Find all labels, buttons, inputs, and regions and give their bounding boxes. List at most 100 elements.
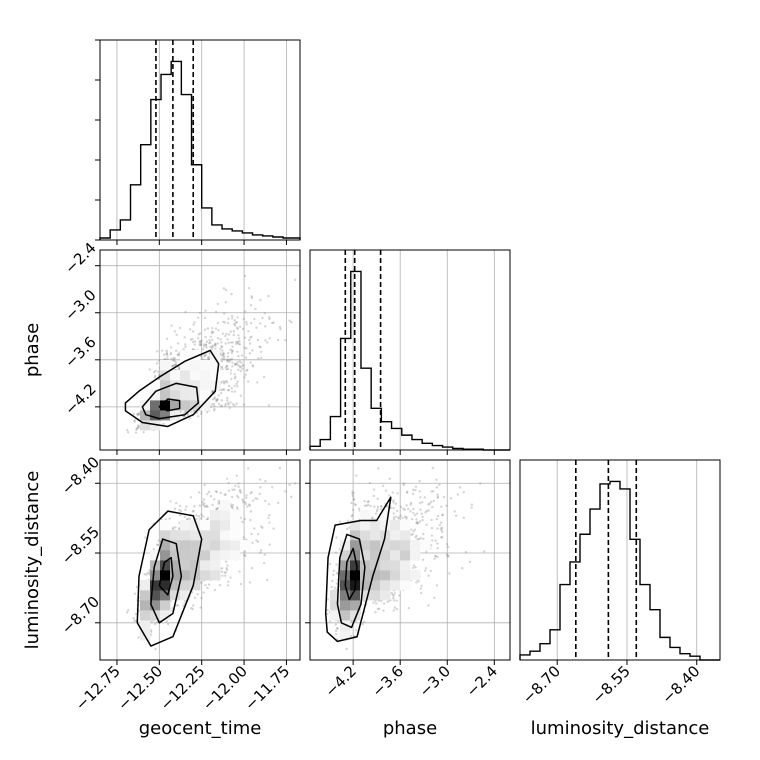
sample-point	[222, 352, 226, 355]
sample-point	[208, 342, 211, 345]
sample-point	[215, 507, 218, 510]
sample-point	[412, 507, 415, 511]
sample-point	[206, 586, 209, 590]
density-bin	[340, 530, 351, 541]
sample-point	[242, 403, 246, 406]
sample-point	[237, 354, 240, 358]
sample-point	[242, 317, 246, 321]
sample-point	[227, 359, 230, 362]
sample-point	[183, 415, 186, 418]
sample-point	[423, 496, 426, 499]
density-bin	[140, 610, 151, 621]
sample-point	[236, 327, 240, 331]
sample-point	[482, 550, 486, 553]
sample-point	[188, 517, 191, 520]
x-tick-label: −3.6	[369, 662, 407, 700]
sample-point	[204, 583, 207, 587]
density-bin	[340, 600, 351, 611]
sample-point	[334, 586, 337, 589]
plot-area	[124, 274, 297, 434]
sample-point	[250, 295, 253, 298]
sample-point	[412, 488, 415, 492]
density-bin	[160, 530, 171, 541]
sample-point	[392, 599, 396, 602]
sample-point	[202, 591, 205, 594]
sample-point	[234, 363, 237, 366]
sample-point	[133, 619, 136, 623]
density-bin	[370, 540, 381, 551]
sample-point	[447, 554, 450, 558]
sample-point	[430, 526, 434, 530]
sample-point	[249, 492, 252, 495]
sample-point	[224, 342, 227, 345]
sample-point	[216, 302, 220, 306]
density-bin	[200, 530, 211, 541]
sample-point	[393, 606, 397, 609]
histogram-step	[309, 270, 510, 451]
sample-point	[192, 410, 196, 413]
sample-point	[132, 617, 135, 620]
sample-point	[200, 581, 203, 584]
x-tick-label: −12.00	[199, 662, 251, 714]
sample-point	[197, 514, 201, 518]
sample-point	[251, 364, 254, 367]
sample-point	[221, 349, 224, 352]
density-bin	[150, 390, 161, 401]
sample-point	[249, 518, 252, 522]
sample-point	[255, 326, 258, 329]
sample-point	[233, 324, 237, 327]
sample-point	[224, 366, 228, 369]
sample-point	[241, 498, 244, 502]
sample-point	[335, 571, 339, 575]
sample-point	[271, 321, 274, 325]
sample-point	[220, 353, 223, 357]
density-bin	[190, 390, 201, 401]
sample-point	[392, 499, 395, 502]
sample-point	[220, 404, 224, 407]
sample-point	[230, 357, 234, 361]
sample-point	[209, 345, 212, 348]
sample-point	[395, 599, 398, 602]
sample-point	[210, 330, 214, 333]
density-bin	[210, 570, 221, 581]
sample-point	[402, 482, 406, 485]
sample-point	[233, 377, 237, 380]
sample-point	[202, 515, 205, 518]
sample-point	[216, 337, 220, 340]
sample-point	[199, 606, 202, 609]
sample-point	[256, 338, 260, 342]
sample-point	[415, 521, 418, 525]
sample-point	[415, 518, 418, 521]
density-bin	[350, 590, 361, 601]
sample-point	[200, 597, 203, 600]
sample-point	[418, 490, 421, 493]
sample-point	[407, 507, 410, 511]
sample-point	[372, 601, 375, 604]
density-bin	[160, 520, 171, 531]
sample-point	[439, 527, 443, 530]
sample-point	[435, 517, 439, 521]
sample-point	[441, 513, 444, 516]
sample-point	[249, 510, 253, 513]
sample-point	[238, 570, 241, 573]
sample-point	[203, 316, 207, 320]
sample-point	[226, 351, 230, 355]
density-bin	[200, 570, 211, 581]
density-bin	[170, 400, 181, 411]
sample-point	[234, 484, 237, 488]
density-bin	[380, 540, 391, 551]
density-bin	[370, 590, 381, 601]
sample-point	[334, 551, 338, 554]
sample-point	[196, 316, 200, 319]
sample-point	[242, 364, 245, 367]
sample-point	[392, 506, 395, 510]
density-bin	[210, 550, 221, 561]
sample-point	[225, 381, 229, 384]
sample-point	[156, 350, 159, 353]
sample-point	[222, 312, 226, 315]
sample-point	[215, 490, 219, 494]
sample-point	[260, 525, 263, 528]
density-bin	[200, 540, 211, 551]
sample-point	[263, 312, 266, 315]
